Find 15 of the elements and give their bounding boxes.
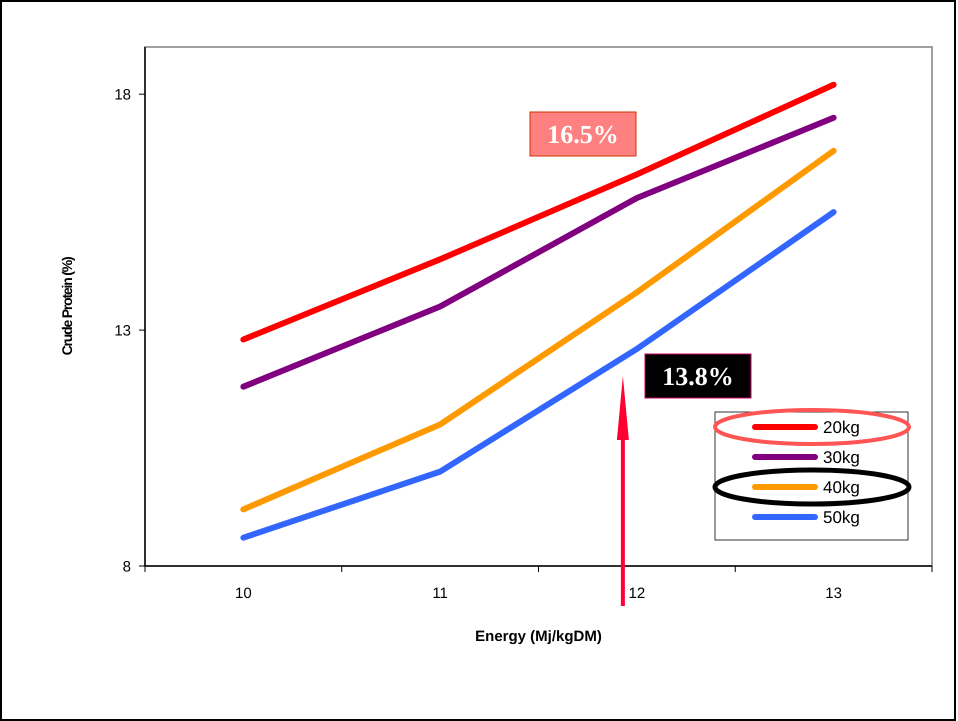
legend-label: 40kg [823, 478, 860, 497]
y-tick-label: 13 [114, 322, 131, 340]
legend-label: 50kg [823, 508, 860, 527]
x-tick-label: 10 [235, 585, 252, 602]
legend-label: 30kg [823, 448, 860, 467]
x-tick-label: 11 [432, 585, 448, 602]
y-tick-label: 8 [122, 558, 131, 576]
x-tick-label: 12 [628, 585, 646, 602]
annotation: 16.5% [547, 120, 619, 150]
x-axis-title: Energy (Mj/kgDM) [475, 628, 602, 645]
x-tick-label: 13 [825, 585, 842, 602]
annotation: 13.8% [662, 362, 734, 392]
y-tick-label: 18 [114, 86, 131, 104]
y-axis-title: Crude Protein (%) [59, 257, 75, 356]
legend-label: 20kg [823, 418, 860, 437]
